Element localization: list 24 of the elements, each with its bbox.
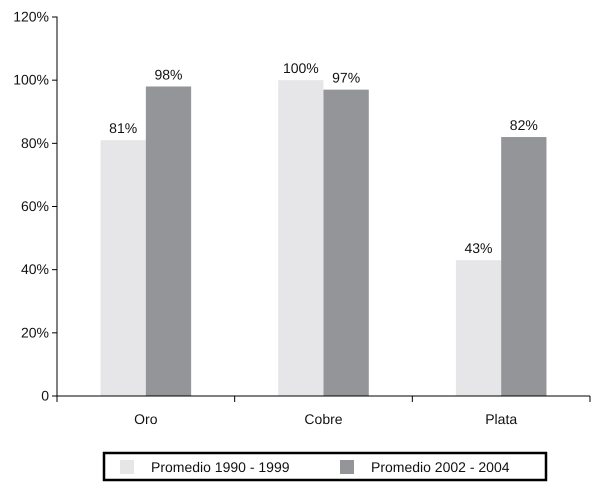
bar: [324, 90, 369, 396]
y-tick-label: 80%: [20, 134, 49, 151]
bar: [100, 140, 146, 396]
bar: [278, 80, 324, 396]
x-tick-label: Cobre: [304, 411, 343, 427]
y-tick-label: 40%: [20, 261, 49, 278]
y-tick-label: 0: [41, 387, 50, 404]
x-tick-label: Oro: [134, 411, 158, 427]
y-tick-label: 60%: [20, 198, 49, 214]
bar: [146, 86, 192, 396]
y-tick-label: 20%: [20, 324, 49, 340]
data-label: 43%: [464, 240, 493, 256]
data-label: 100%: [282, 60, 319, 76]
legend-label: Promedio 2002 - 2004: [371, 459, 510, 475]
data-label: 81%: [109, 120, 138, 136]
data-label: 98%: [154, 66, 182, 82]
y-tick-label: 100%: [13, 72, 49, 88]
data-label: 82%: [510, 117, 538, 134]
x-tick-label: Plata: [485, 411, 518, 427]
y-tick-label: 120%: [13, 8, 49, 24]
data-label: 97%: [332, 70, 360, 86]
legend-label: Promedio 1990 - 1999: [151, 459, 290, 475]
bar: [501, 137, 546, 396]
bar: [456, 260, 502, 396]
